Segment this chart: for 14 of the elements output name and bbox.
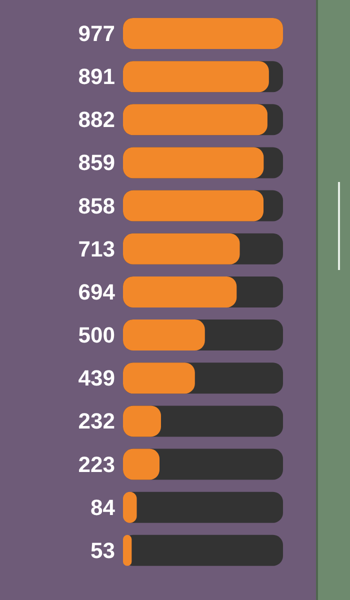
data-label: 439 xyxy=(78,366,115,391)
data-label: 891 xyxy=(78,64,115,90)
data-label: 223 xyxy=(78,452,115,477)
data-label: 858 xyxy=(78,193,115,218)
data-label: 694 xyxy=(78,279,116,304)
data-label: 232 xyxy=(78,408,115,434)
bar xyxy=(123,534,132,566)
data-label: 53 xyxy=(90,538,115,563)
data-label: 882 xyxy=(78,107,115,132)
data-label: 977 xyxy=(78,21,115,46)
data-label: 84 xyxy=(90,494,116,520)
data-label: 500 xyxy=(78,322,115,348)
data-label: 859 xyxy=(78,150,115,176)
data-label: 713 xyxy=(78,236,115,262)
